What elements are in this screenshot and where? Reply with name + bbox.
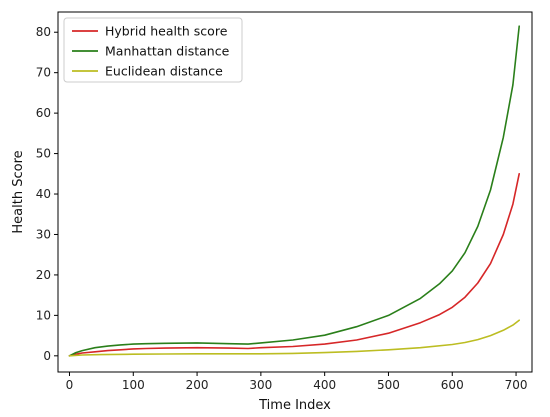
legend-label: Euclidean distance: [105, 64, 223, 79]
x-tick-label: 300: [249, 378, 272, 392]
y-tick-label: 0: [43, 349, 51, 363]
legend: Hybrid health score Manhattan distance Euc…: [63, 17, 243, 83]
x-tick-label: 0: [66, 378, 74, 392]
y-tick-label: 20: [36, 268, 51, 282]
x-axis-label: Time Index: [258, 398, 331, 413]
y-tick-label: 10: [36, 308, 51, 322]
x-tick-label: 700: [505, 378, 528, 392]
legend-label: Manhattan distance: [105, 44, 230, 59]
x-axis: 0 100 200 300 400 500 600 700: [66, 372, 528, 392]
x-tick-label: 100: [122, 378, 145, 392]
x-tick-label: 500: [377, 378, 400, 392]
legend-label: Hybrid health score: [105, 24, 228, 39]
y-tick-label: 50: [36, 147, 51, 161]
x-tick-label: 200: [186, 378, 209, 392]
axes-frame: [57, 11, 533, 373]
x-tick-label: 400: [313, 378, 336, 392]
series-line-euclidean-distance: [68, 319, 521, 357]
series-line-hybrid-health-score: [68, 173, 521, 357]
y-tick-label: 30: [36, 227, 51, 241]
y-tick-label: 80: [36, 25, 51, 39]
series-line-manhattan-distance: [68, 25, 521, 357]
y-tick-label: 40: [36, 187, 51, 201]
x-tick-label: 600: [441, 378, 464, 392]
y-axis: 0 10 20 30 40 50 60 70 80: [36, 25, 58, 363]
series-group: [68, 25, 521, 357]
y-tick-label: 60: [36, 106, 51, 120]
y-axis-label: Health Score: [11, 150, 26, 233]
y-tick-label: 70: [36, 66, 51, 80]
legend-box: [63, 17, 243, 83]
